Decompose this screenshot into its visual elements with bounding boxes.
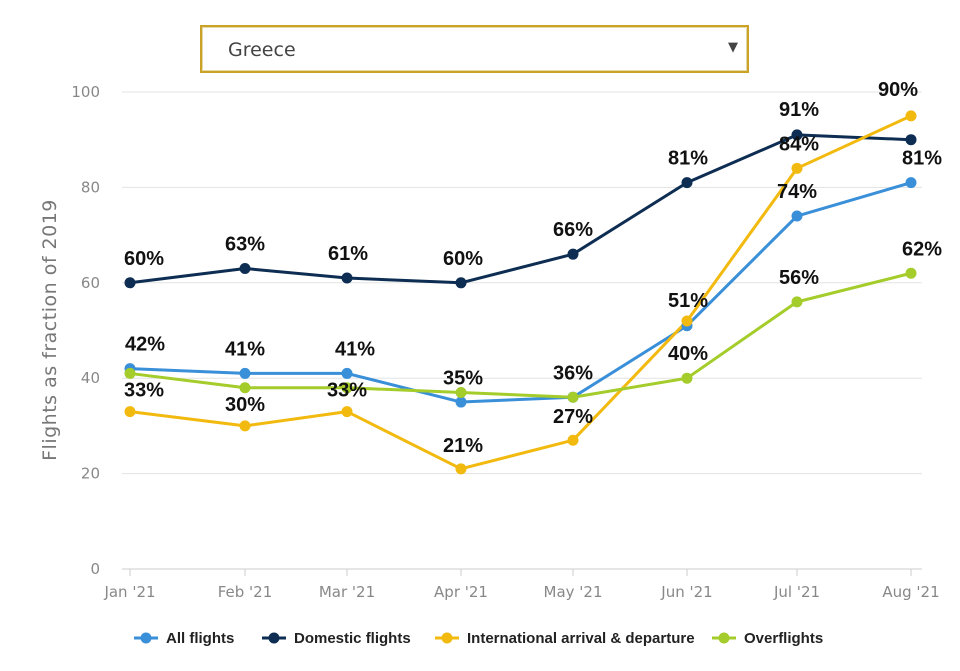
y-tick-label: 0: [90, 560, 100, 578]
data-label: 41%: [335, 338, 375, 360]
data-label: 61%: [328, 243, 368, 265]
x-tick-label: Jul '21: [773, 583, 820, 601]
data-label: 36%: [553, 362, 593, 384]
data-point: [124, 277, 136, 289]
data-point: [791, 296, 803, 308]
data-point: [455, 396, 467, 408]
y-axis-title: Flights as fraction of 2019: [39, 199, 61, 461]
country-select-value: Greece: [228, 39, 296, 61]
data-point: [124, 406, 136, 418]
data-label: 62%: [902, 238, 942, 260]
legend-label: Domestic flights: [294, 630, 411, 647]
series-line: [129, 133, 912, 285]
x-tick-label: May '21: [544, 583, 603, 601]
x-tick-label: Apr '21: [434, 583, 488, 601]
data-label: 84%: [779, 133, 819, 155]
data-label: 30%: [225, 394, 265, 416]
data-point: [455, 277, 467, 289]
data-label: 81%: [902, 148, 942, 170]
data-point: [341, 406, 353, 418]
country-select[interactable]: Greece ▼: [200, 25, 749, 73]
y-tick-label: 60: [81, 274, 100, 292]
y-tick-label: 40: [81, 369, 100, 387]
data-point: [239, 382, 251, 394]
data-label: 33%: [124, 380, 164, 402]
data-point: [455, 463, 467, 475]
legend-label: Overflights: [744, 630, 823, 647]
x-tick-label: Aug '21: [882, 583, 939, 601]
x-tick-label: Mar '21: [319, 583, 375, 601]
data-label: 56%: [779, 267, 819, 289]
data-point: [124, 367, 136, 379]
data-label: 35%: [443, 368, 483, 390]
y-tick-label: 20: [81, 465, 100, 483]
data-point: [681, 315, 693, 327]
data-label: 60%: [443, 248, 483, 270]
legend-marker: [140, 632, 152, 644]
data-point: [567, 248, 579, 260]
data-label: 81%: [668, 148, 708, 170]
chevron-down-icon[interactable]: ▼: [728, 40, 738, 55]
y-tick-label: 80: [81, 178, 100, 196]
y-tick-label: 100: [71, 83, 100, 101]
data-point: [341, 272, 353, 284]
data-label: 33%: [327, 380, 367, 402]
data-point: [567, 434, 579, 446]
data-label: 60%: [124, 248, 164, 270]
data-point: [239, 262, 251, 274]
data-label: 74%: [777, 181, 817, 203]
series-line: [129, 181, 912, 404]
data-label: 91%: [779, 99, 819, 121]
data-label: 90%: [878, 79, 918, 101]
legend-label: All flights: [166, 630, 234, 647]
series-line: [129, 114, 912, 471]
x-tick-label: Jun '21: [660, 583, 712, 601]
data-point: [791, 129, 803, 141]
data-label: 42%: [125, 334, 165, 356]
legend-label: International arrival & departure: [467, 630, 695, 647]
data-label: 27%: [553, 406, 593, 428]
data-label: 41%: [225, 338, 265, 360]
data-point: [341, 382, 353, 394]
legend-marker: [718, 632, 730, 644]
data-label: 40%: [668, 343, 708, 365]
x-tick-label: Feb '21: [218, 583, 273, 601]
data-point: [905, 177, 917, 189]
data-point: [239, 367, 251, 379]
data-point: [905, 267, 917, 279]
data-point: [905, 134, 917, 146]
legend-marker: [441, 632, 453, 644]
series-line: [129, 271, 912, 399]
data-point: [455, 387, 467, 399]
data-label: 51%: [668, 290, 708, 312]
data-label: 63%: [225, 233, 265, 255]
data-point: [791, 162, 803, 174]
data-point: [341, 367, 353, 379]
data-point: [681, 177, 693, 189]
data-point: [905, 110, 917, 122]
x-tick-label: Jan '21: [103, 583, 155, 601]
data-point: [791, 210, 803, 222]
data-point: [239, 420, 251, 432]
data-label: 21%: [443, 435, 483, 457]
legend-marker: [268, 632, 280, 644]
data-label: 66%: [553, 219, 593, 241]
data-point: [681, 372, 693, 384]
data-point: [567, 391, 579, 403]
